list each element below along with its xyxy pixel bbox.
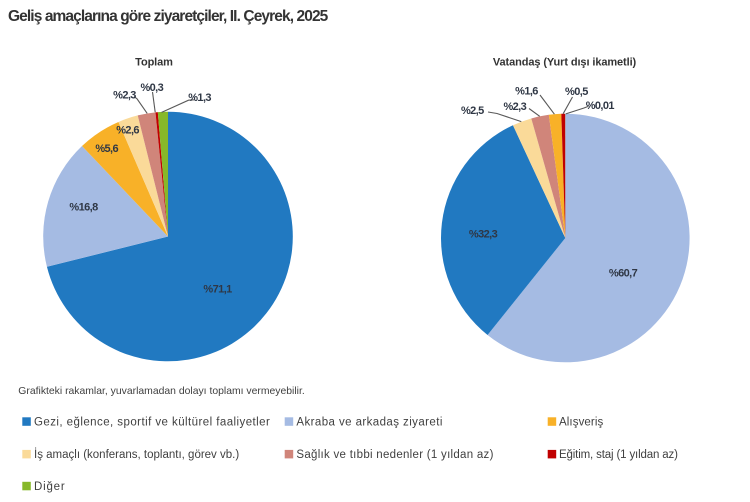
- svg-text:%2,3: %2,3: [113, 89, 136, 101]
- svg-text:%2,5: %2,5: [461, 105, 484, 117]
- svg-text:Akraba ve arkadaş ziyareti: Akraba ve arkadaş ziyareti: [296, 417, 442, 429]
- svg-text:%5,6: %5,6: [95, 143, 118, 155]
- svg-text:Geliş amaçlarına göre ziyaretç: Geliş amaçlarına göre ziyaretçiler, II. …: [8, 8, 329, 25]
- svg-text:Diğer: Diğer: [34, 481, 65, 493]
- svg-text:Vatandaş (Yurt dışı ikametli): Vatandaş (Yurt dışı ikametli): [493, 57, 637, 69]
- svg-text:%2,3: %2,3: [503, 101, 526, 113]
- svg-text:Sağlık ve tıbbi nedenler (1 yı: Sağlık ve tıbbi nedenler (1 yıldan az): [296, 449, 493, 461]
- svg-text:İş amaçlı (konferans, toplantı: İş amaçlı (konferans, toplantı, görev vb…: [34, 448, 239, 461]
- svg-text:%71,1: %71,1: [203, 284, 232, 296]
- svg-text:%16,8: %16,8: [69, 202, 98, 214]
- svg-text:%2,6: %2,6: [116, 125, 139, 137]
- svg-text:Grafikteki rakamlar, yuvarlama: Grafikteki rakamlar, yuvarlamadan dolayı…: [18, 386, 304, 397]
- svg-text:%0,3: %0,3: [140, 82, 163, 94]
- svg-text:%1,3: %1,3: [188, 92, 211, 104]
- svg-text:%0,01: %0,01: [586, 100, 615, 112]
- svg-text:Gezi, eğlence, sportif ve kült: Gezi, eğlence, sportif ve kültürel faali…: [34, 417, 270, 429]
- svg-text:%1,6: %1,6: [515, 85, 538, 97]
- svg-text:Alışveriş: Alışveriş: [559, 417, 604, 429]
- svg-text:%60,7: %60,7: [609, 267, 638, 279]
- svg-text:Toplam: Toplam: [135, 57, 173, 69]
- svg-text:%0,5: %0,5: [565, 86, 588, 98]
- svg-text:Eğitim, staj (1 yıldan az): Eğitim, staj (1 yıldan az): [559, 449, 678, 461]
- svg-text:%32,3: %32,3: [469, 229, 498, 241]
